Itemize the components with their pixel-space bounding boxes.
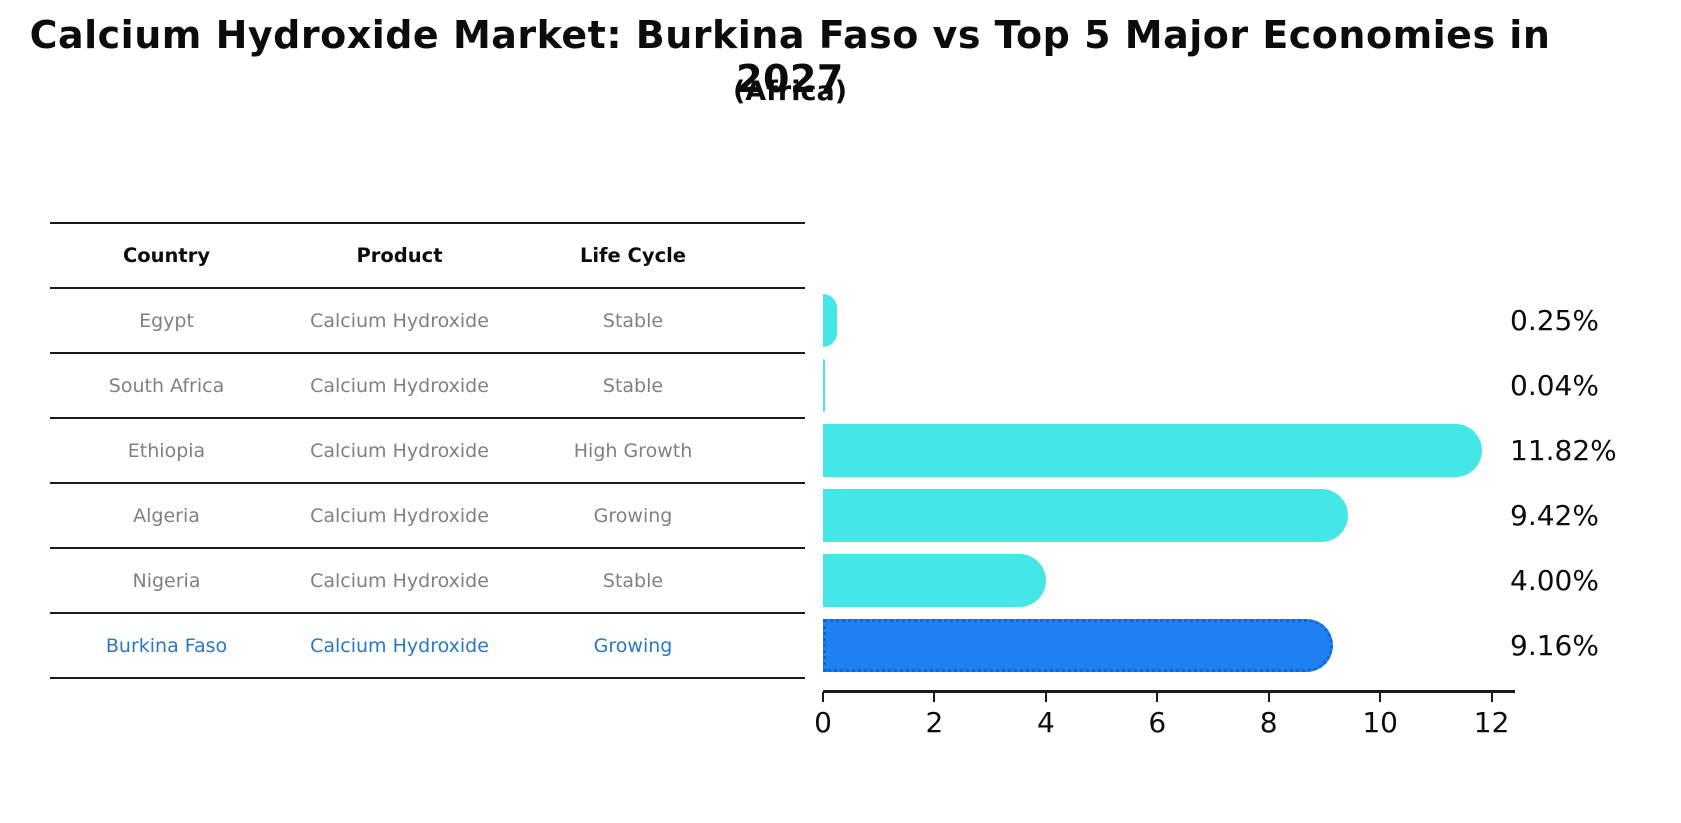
table-cell-product: Calcium Hydroxide	[310, 634, 489, 657]
table-cell-country: South Africa	[108, 374, 225, 397]
table-header-row: Country Product Life Cycle	[50, 222, 805, 289]
table-cell-country: Burkina Faso	[105, 634, 228, 657]
x-axis-tick-label: 12	[1473, 706, 1510, 739]
table-cell-life-cycle: Growing	[593, 634, 673, 657]
x-axis-tick-mark	[933, 692, 936, 702]
x-axis-line	[823, 690, 1515, 693]
table-body: Egypt Calcium Hydroxide Stable South Afr…	[50, 289, 805, 679]
bar	[823, 489, 1348, 542]
table-header-life-cycle: Life Cycle	[579, 244, 687, 267]
bar	[823, 554, 1046, 607]
table-cell-life-cycle: Stable	[602, 569, 664, 592]
table-row: Egypt Calcium Hydroxide Stable	[50, 289, 805, 354]
table-cell-life-cycle: High Growth	[573, 439, 693, 462]
table-cell-product: Calcium Hydroxide	[310, 504, 489, 527]
table-cell-life-cycle: Stable	[602, 374, 664, 397]
table-cell-country: Nigeria	[132, 569, 201, 592]
bar-value-label: 9.42%	[1510, 499, 1599, 532]
bar-value-labels: 0.25% 0.04% 11.82% 9.42% 4.00% 9.16%	[1510, 287, 1680, 679]
bar	[823, 294, 837, 347]
table-row: Ethiopia Calcium Hydroxide High Growth	[50, 419, 805, 484]
x-axis-tick-label: 8	[1259, 706, 1278, 739]
table-cell-product: Calcium Hydroxide	[310, 374, 489, 397]
bar-value-label: 9.16%	[1510, 629, 1599, 662]
bar-value-label: 4.00%	[1510, 564, 1599, 597]
table-cell-product: Calcium Hydroxide	[310, 569, 489, 592]
x-axis-tick-mark	[1267, 692, 1270, 702]
table-header-country: Country	[122, 244, 211, 267]
x-axis-tick-mark	[1379, 692, 1382, 702]
bar-value-label: 11.82%	[1510, 434, 1617, 467]
x-axis-tick-label: 4	[1036, 706, 1055, 739]
table-row: Algeria Calcium Hydroxide Growing	[50, 484, 805, 549]
table-cell-country: Algeria	[133, 504, 200, 527]
bar-chart-area	[823, 287, 1515, 679]
bar-value-label: 0.25%	[1510, 304, 1599, 337]
table-row: Nigeria Calcium Hydroxide Stable	[50, 549, 805, 614]
bar-value-label: 0.04%	[1510, 369, 1599, 402]
table-cell-life-cycle: Stable	[602, 309, 664, 332]
bar	[823, 359, 826, 412]
x-axis-tick-mark	[822, 692, 824, 702]
x-axis: 0 2 4 6 8 10 12	[814, 690, 1515, 750]
chart-title: Calcium Hydroxide Market: Burkina Faso v…	[29, 13, 1551, 101]
x-axis-tick-label: 0	[814, 706, 832, 739]
table-row: South Africa Calcium Hydroxide Stable	[50, 354, 805, 419]
x-axis-tick-mark	[1156, 692, 1159, 702]
x-axis-tick-label: 10	[1362, 706, 1398, 739]
x-axis-tick-mark	[1490, 692, 1493, 702]
x-axis-tick-label: 6	[1148, 706, 1167, 739]
table-cell-country: Egypt	[139, 309, 194, 332]
chart-subtitle: (Africa)	[732, 76, 848, 107]
table-cell-country: Ethiopia	[127, 439, 206, 462]
table-row: Burkina Faso Calcium Hydroxide Growing	[50, 614, 805, 679]
data-table: Country Product Life Cycle Egypt Calcium…	[50, 222, 805, 679]
table-cell-product: Calcium Hydroxide	[310, 439, 489, 462]
table-header-product: Product	[356, 244, 443, 267]
table-cell-product: Calcium Hydroxide	[310, 309, 489, 332]
x-axis-tick-label: 2	[925, 706, 944, 739]
bar	[823, 424, 1482, 477]
table-cell-life-cycle: Growing	[593, 504, 673, 527]
bar	[823, 619, 1334, 672]
x-axis-tick-mark	[1044, 692, 1047, 702]
